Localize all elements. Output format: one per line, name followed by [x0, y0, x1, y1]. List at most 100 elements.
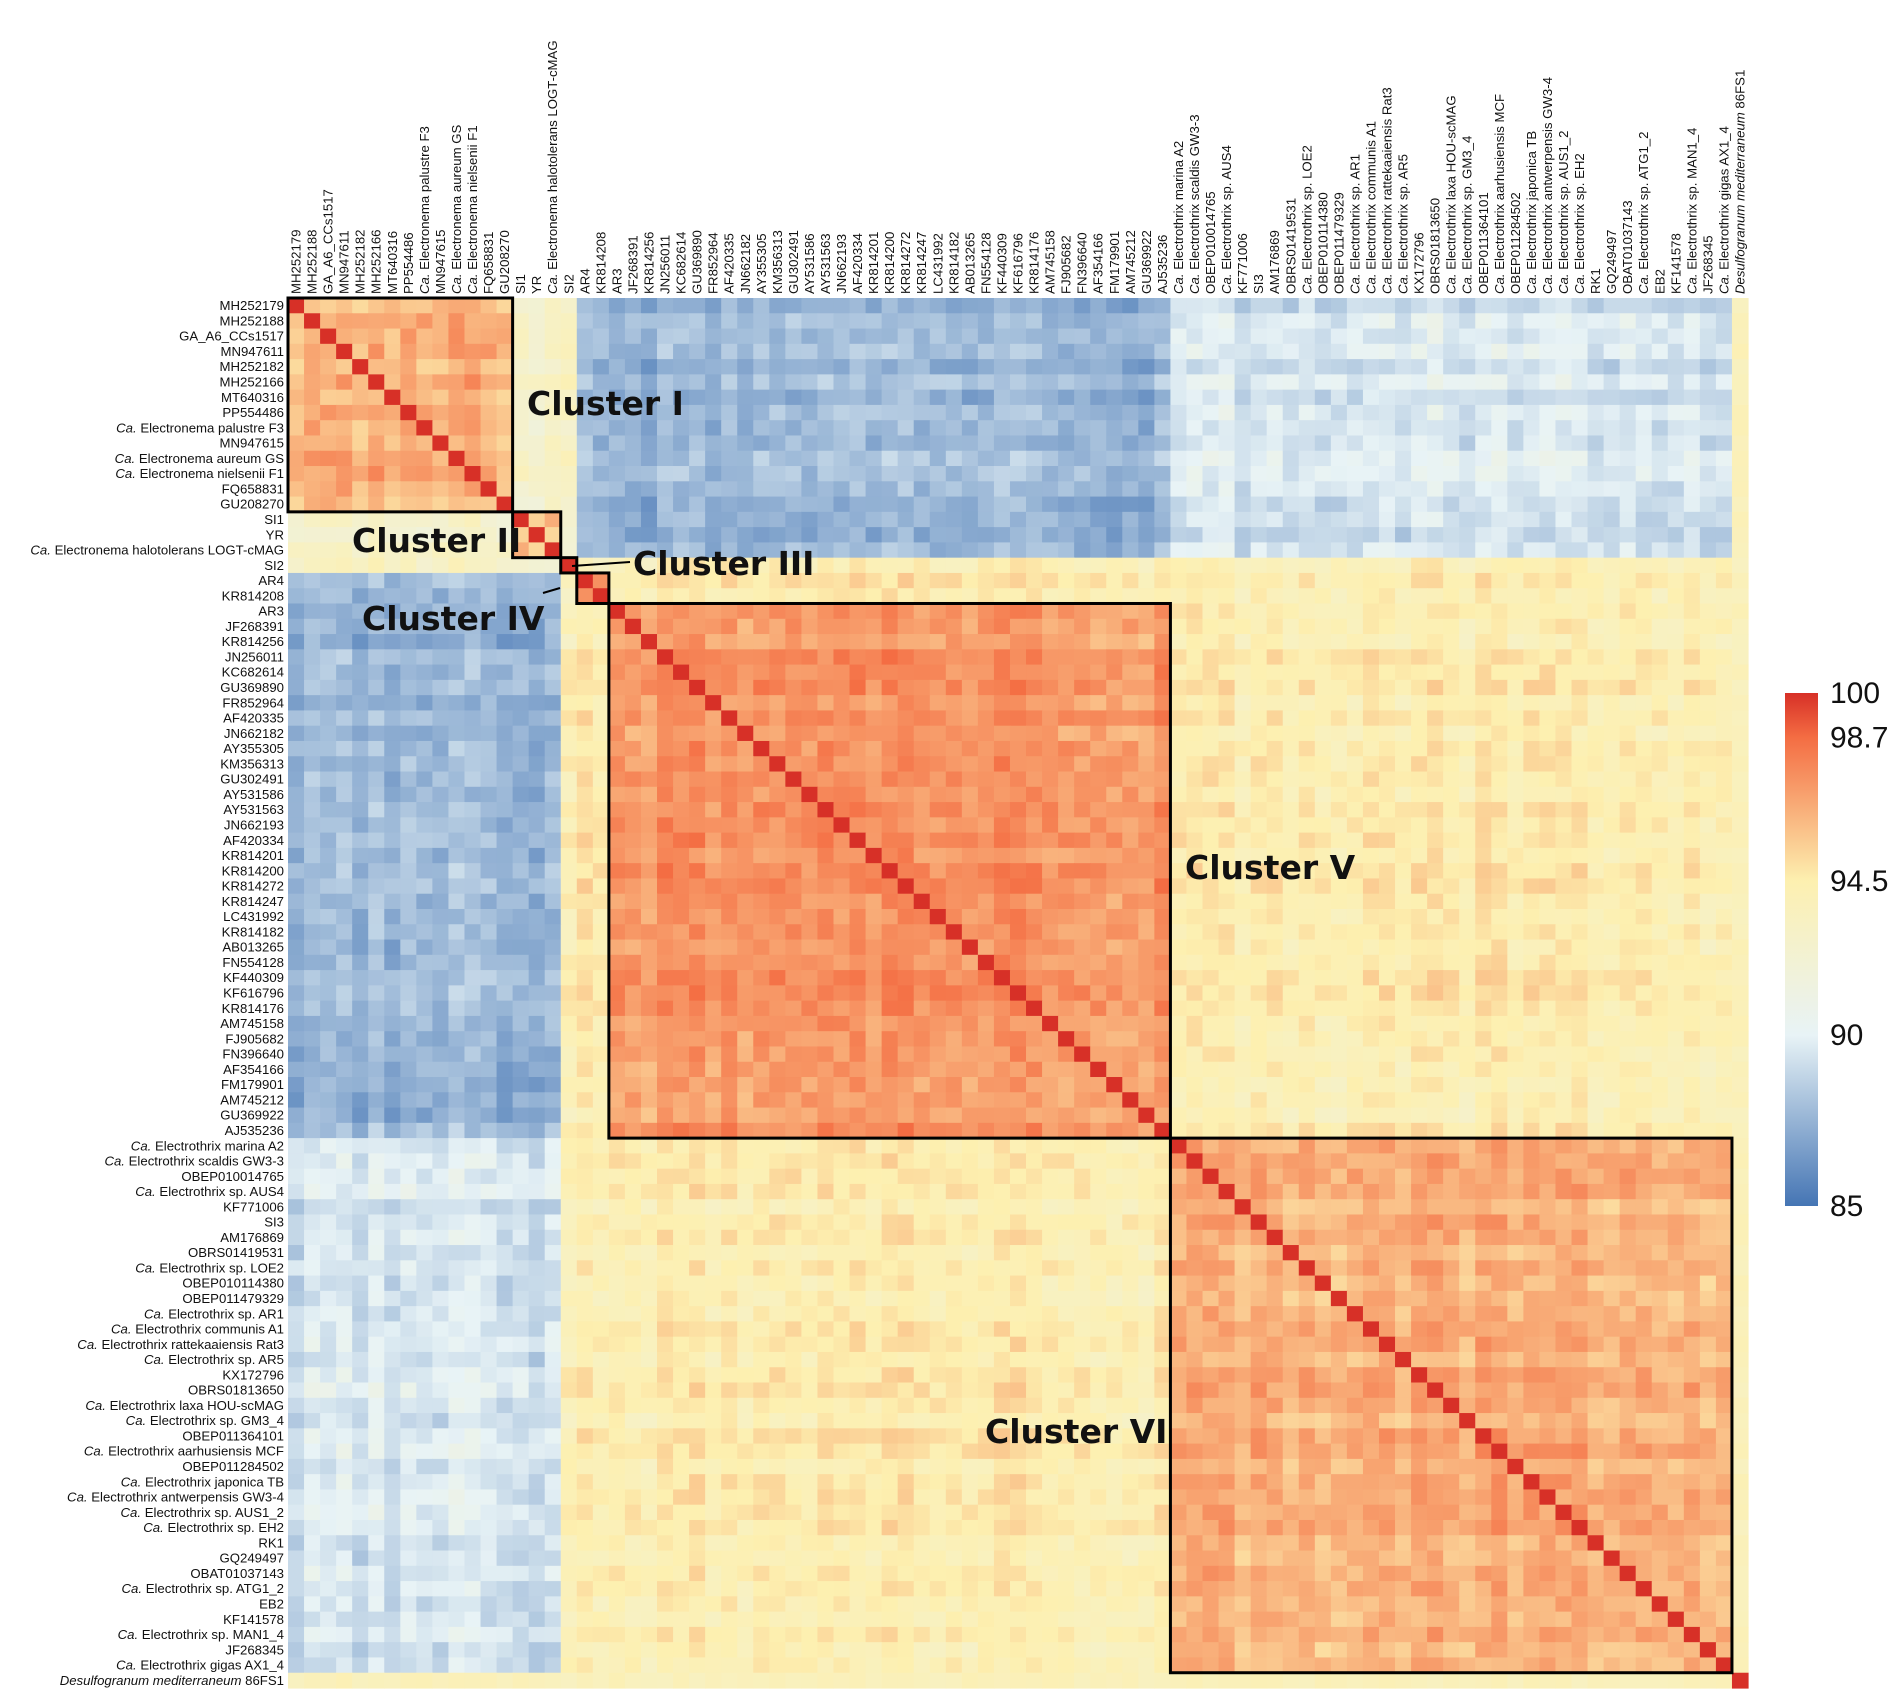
heatmap-cell: [1603, 1046, 1621, 1063]
heatmap-cell: [961, 985, 979, 1002]
heatmap-cell: [993, 557, 1011, 574]
heatmap-cell: [785, 1046, 802, 1063]
heatmap-cell: [1539, 634, 1557, 650]
heatmap-cell: [496, 542, 514, 559]
heatmap-cell: [705, 374, 722, 391]
heatmap-cell: [865, 542, 883, 559]
heatmap-cell: [1731, 435, 1749, 452]
heatmap-cell: [1699, 404, 1717, 421]
heatmap-cell: [1314, 649, 1332, 666]
heatmap-cell: [657, 756, 674, 773]
heatmap-cell: [1090, 847, 1107, 864]
heatmap-cell: [1314, 771, 1332, 788]
heatmap-cell: [1330, 985, 1348, 1002]
heatmap-cell: [849, 817, 867, 834]
heatmap-cell: [512, 954, 530, 971]
heatmap-cell: [1186, 939, 1204, 956]
heatmap-cell: [1218, 466, 1236, 482]
heatmap-cell: [753, 1107, 770, 1124]
heatmap-cell: [865, 389, 883, 406]
heatmap-cell: [384, 985, 401, 1002]
heatmap-cell: [400, 313, 417, 330]
heatmap-cell: [608, 1107, 626, 1124]
heatmap-cell: [400, 1107, 417, 1124]
heatmap-cell: [977, 328, 995, 345]
heatmap-cell: [945, 343, 963, 360]
heatmap-cell: [1106, 878, 1123, 895]
heatmap-cell: [817, 1077, 835, 1093]
heatmap-cell: [1683, 588, 1701, 605]
heatmap-cell: [993, 466, 1011, 482]
heatmap-cell: [993, 404, 1011, 421]
heatmap-cell: [336, 1077, 353, 1093]
heatmap-cell: [1539, 710, 1557, 727]
heatmap-cell: [1491, 771, 1508, 788]
heatmap-cell: [416, 404, 433, 421]
heatmap-cell: [753, 908, 770, 925]
heatmap-cell: [1266, 389, 1284, 406]
heatmap-cell: [785, 542, 802, 559]
heatmap-cell: [560, 588, 578, 605]
heatmap-cell: [1635, 1015, 1653, 1032]
heatmap-cell: [416, 740, 433, 757]
heatmap-cell: [592, 389, 610, 406]
heatmap-cell: [1539, 588, 1557, 605]
heatmap-cell: [1571, 496, 1589, 513]
heatmap-cell: [416, 298, 433, 314]
heatmap-cell: [1378, 893, 1396, 910]
heatmap-cell: [897, 466, 915, 482]
heatmap-cell: [801, 466, 819, 482]
heatmap-cell: [1378, 725, 1396, 742]
heatmap-cell: [881, 679, 899, 696]
heatmap-cell: [817, 1000, 835, 1017]
heatmap-cell: [592, 878, 610, 895]
heatmap-cell: [1603, 511, 1621, 528]
heatmap-cell: [1571, 298, 1589, 314]
heatmap-cell: [977, 404, 995, 421]
heatmap-cell: [1298, 328, 1316, 345]
heatmap-cell: [1090, 649, 1107, 666]
heatmap-cell: [592, 939, 610, 956]
heatmap-cell: [753, 695, 770, 712]
heatmap-cell: [528, 1061, 546, 1078]
heatmap-cell: [1667, 786, 1685, 803]
heatmap-cell: [1154, 557, 1172, 574]
heatmap-cell: [1731, 634, 1749, 650]
heatmap-cell: [1074, 1000, 1091, 1017]
heatmap-cell: [1362, 420, 1380, 437]
heatmap-cell: [1539, 1107, 1557, 1124]
heatmap-cell: [304, 908, 321, 925]
heatmap-cell: [464, 420, 482, 437]
heatmap-cell: [1507, 527, 1524, 543]
heatmap-cell: [705, 1092, 722, 1109]
heatmap-cell: [865, 1061, 883, 1078]
heatmap-cell: [1443, 557, 1460, 574]
heatmap-cell: [1475, 588, 1492, 605]
heatmap-cell: [785, 970, 802, 986]
heatmap-cell: [496, 404, 514, 421]
heatmap-cell: [945, 466, 963, 482]
heatmap-cell: [817, 511, 835, 528]
heatmap-cell: [1571, 863, 1589, 880]
heatmap-cell: [544, 343, 562, 360]
heatmap-cell: [1138, 343, 1155, 360]
heatmap-cell: [560, 954, 578, 971]
heatmap-cell: [865, 557, 883, 574]
heatmap-cell: [304, 847, 321, 864]
heatmap-cell: [705, 1077, 722, 1093]
heatmap-cell: [673, 343, 690, 360]
heatmap-cell: [1234, 542, 1252, 559]
heatmap-cell: [657, 634, 674, 650]
heatmap-cell: [897, 313, 915, 330]
heatmap-cell: [1218, 939, 1236, 956]
heatmap-cell: [1619, 1077, 1637, 1093]
heatmap-cell: [368, 664, 385, 681]
heatmap-cell: [1154, 527, 1172, 543]
heatmap-cell: [721, 1046, 738, 1063]
heatmap-cell: [416, 572, 433, 589]
heatmap-cell: [608, 542, 626, 559]
heatmap-cell: [689, 1031, 706, 1048]
heatmap-cell: [1571, 527, 1589, 543]
heatmap-cell: [1202, 481, 1220, 498]
heatmap-cell: [705, 1046, 722, 1063]
